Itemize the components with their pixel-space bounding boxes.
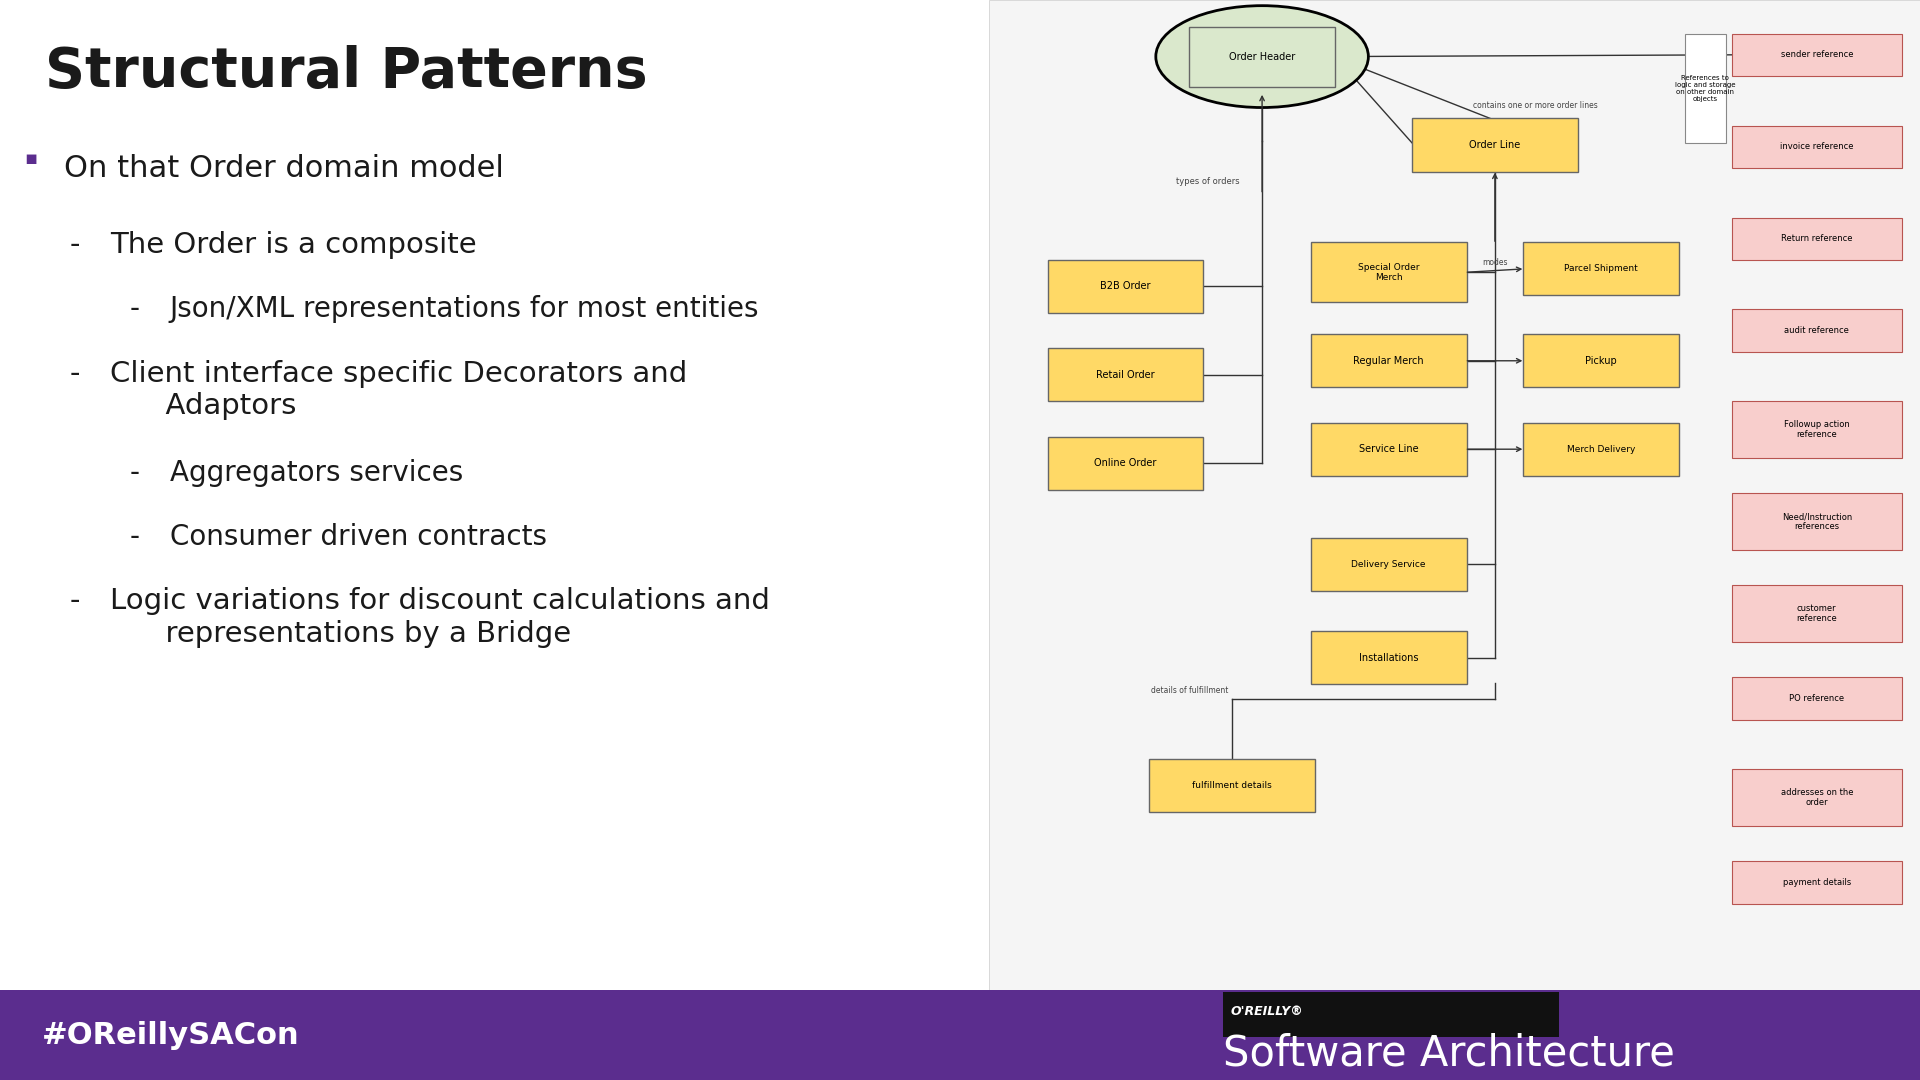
Text: details of fulfillment: details of fulfillment: [1150, 686, 1229, 696]
FancyBboxPatch shape: [1311, 538, 1467, 591]
Text: Logic variations for discount calculations and
      representations by a Bridge: Logic variations for discount calculatio…: [109, 588, 770, 648]
Text: Aggregators services: Aggregators services: [169, 459, 463, 486]
Text: PO reference: PO reference: [1789, 694, 1845, 703]
Text: On that Order domain model: On that Order domain model: [63, 153, 503, 183]
Text: Client interface specific Decorators and
      Adaptors: Client interface specific Decorators and…: [109, 360, 687, 420]
Text: -: -: [131, 523, 140, 551]
FancyBboxPatch shape: [1311, 632, 1467, 685]
Text: Pickup: Pickup: [1586, 355, 1617, 366]
FancyBboxPatch shape: [1048, 436, 1204, 490]
FancyBboxPatch shape: [1732, 402, 1903, 458]
Text: fulfillment details: fulfillment details: [1192, 781, 1271, 789]
Text: -: -: [69, 588, 81, 616]
FancyBboxPatch shape: [1732, 494, 1903, 550]
FancyBboxPatch shape: [1411, 119, 1578, 172]
Text: Retail Order: Retail Order: [1096, 370, 1154, 380]
Text: Installations: Installations: [1359, 653, 1419, 663]
Text: Online Order: Online Order: [1094, 458, 1156, 469]
FancyBboxPatch shape: [1732, 310, 1903, 352]
FancyBboxPatch shape: [1523, 242, 1680, 295]
Text: Order Header: Order Header: [1229, 52, 1296, 62]
Text: Merch Delivery: Merch Delivery: [1567, 445, 1636, 454]
Text: invoice reference: invoice reference: [1780, 143, 1853, 151]
FancyBboxPatch shape: [1732, 217, 1903, 260]
FancyBboxPatch shape: [1732, 125, 1903, 168]
Text: Software Architecture: Software Architecture: [1223, 1032, 1674, 1075]
Text: Parcel Shipment: Parcel Shipment: [1565, 265, 1638, 273]
FancyBboxPatch shape: [1732, 585, 1903, 642]
Text: sender reference: sender reference: [1780, 51, 1853, 59]
FancyBboxPatch shape: [1686, 33, 1726, 144]
Text: ▪: ▪: [23, 149, 36, 167]
FancyBboxPatch shape: [0, 990, 1920, 1080]
FancyBboxPatch shape: [1223, 993, 1559, 1037]
Text: Structural Patterns: Structural Patterns: [44, 44, 647, 98]
Text: References to
logic and storage
on other domain
objects: References to logic and storage on other…: [1674, 75, 1736, 102]
Text: Service Line: Service Line: [1359, 444, 1419, 455]
Text: Need/Instruction
references: Need/Instruction references: [1782, 512, 1853, 531]
Text: audit reference: audit reference: [1784, 326, 1849, 335]
Text: -: -: [69, 360, 81, 388]
Text: contains one or more order lines: contains one or more order lines: [1473, 100, 1597, 110]
FancyBboxPatch shape: [1048, 260, 1204, 313]
Text: Special Order
Merch: Special Order Merch: [1357, 262, 1419, 282]
Text: Delivery Service: Delivery Service: [1352, 559, 1427, 569]
Text: Return reference: Return reference: [1782, 234, 1853, 243]
Ellipse shape: [1156, 5, 1369, 108]
FancyBboxPatch shape: [1148, 758, 1315, 812]
Text: #OReillySACon: #OReillySACon: [42, 1021, 300, 1050]
FancyBboxPatch shape: [1523, 422, 1680, 475]
Text: types of orders: types of orders: [1175, 177, 1238, 186]
Text: customer
reference: customer reference: [1797, 604, 1837, 623]
FancyBboxPatch shape: [1188, 27, 1334, 86]
FancyBboxPatch shape: [1732, 769, 1903, 826]
FancyBboxPatch shape: [1311, 422, 1467, 475]
Text: Order Line: Order Line: [1469, 140, 1521, 150]
Text: -: -: [131, 459, 140, 486]
FancyBboxPatch shape: [1311, 242, 1467, 302]
Text: The Order is a composite: The Order is a composite: [109, 231, 476, 259]
FancyBboxPatch shape: [1523, 334, 1680, 388]
FancyBboxPatch shape: [1732, 33, 1903, 76]
Text: -: -: [69, 231, 81, 259]
FancyBboxPatch shape: [1311, 334, 1467, 388]
Text: -: -: [131, 295, 140, 323]
Text: Consumer driven contracts: Consumer driven contracts: [169, 523, 547, 551]
Text: O'REILLY®: O'REILLY®: [1231, 1005, 1304, 1018]
FancyBboxPatch shape: [1732, 677, 1903, 719]
FancyBboxPatch shape: [1732, 861, 1903, 904]
Text: modes: modes: [1482, 258, 1507, 267]
Text: addresses on the
order: addresses on the order: [1780, 788, 1853, 807]
Text: Json/XML representations for most entities: Json/XML representations for most entiti…: [169, 295, 758, 323]
Text: B2B Order: B2B Order: [1100, 282, 1150, 292]
Text: Followup action
reference: Followup action reference: [1784, 420, 1849, 440]
FancyBboxPatch shape: [989, 0, 1920, 990]
FancyBboxPatch shape: [1048, 349, 1204, 402]
Text: Regular Merch: Regular Merch: [1354, 355, 1425, 366]
Text: payment details: payment details: [1782, 878, 1851, 887]
